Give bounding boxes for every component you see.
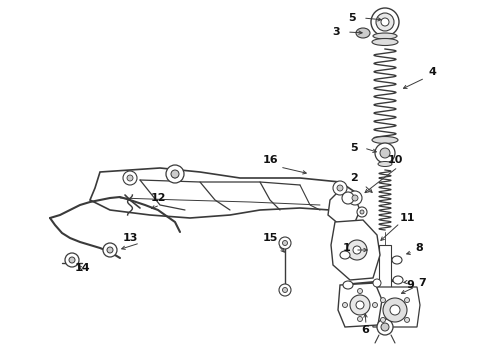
Text: 11: 11 bbox=[400, 213, 416, 223]
Text: 12: 12 bbox=[150, 193, 166, 203]
Circle shape bbox=[123, 171, 137, 185]
Circle shape bbox=[380, 318, 386, 323]
Circle shape bbox=[127, 175, 133, 181]
Text: 5: 5 bbox=[348, 13, 356, 23]
Text: 16: 16 bbox=[262, 155, 278, 165]
Text: 2: 2 bbox=[350, 173, 358, 183]
Circle shape bbox=[347, 240, 367, 260]
Text: 10: 10 bbox=[387, 155, 403, 165]
Ellipse shape bbox=[356, 28, 370, 38]
Circle shape bbox=[373, 279, 381, 287]
Circle shape bbox=[372, 302, 377, 307]
Circle shape bbox=[405, 298, 410, 303]
Text: 14: 14 bbox=[74, 263, 90, 273]
Circle shape bbox=[353, 246, 361, 254]
Circle shape bbox=[380, 298, 386, 303]
Circle shape bbox=[172, 172, 178, 178]
Text: 7: 7 bbox=[418, 278, 426, 288]
Circle shape bbox=[279, 284, 291, 296]
Circle shape bbox=[65, 253, 79, 267]
Circle shape bbox=[360, 210, 364, 214]
Text: 4: 4 bbox=[428, 67, 436, 77]
Circle shape bbox=[168, 168, 182, 182]
Ellipse shape bbox=[378, 162, 392, 166]
Ellipse shape bbox=[340, 251, 350, 259]
Circle shape bbox=[69, 257, 75, 263]
Circle shape bbox=[405, 318, 410, 323]
Text: 9: 9 bbox=[406, 280, 414, 290]
FancyBboxPatch shape bbox=[379, 245, 391, 313]
Circle shape bbox=[348, 191, 362, 205]
Ellipse shape bbox=[393, 276, 403, 284]
Circle shape bbox=[283, 288, 288, 292]
Circle shape bbox=[390, 305, 400, 315]
Circle shape bbox=[166, 165, 184, 183]
Circle shape bbox=[103, 243, 117, 257]
Circle shape bbox=[107, 247, 113, 253]
Text: 1: 1 bbox=[342, 243, 350, 253]
Circle shape bbox=[350, 295, 370, 315]
Polygon shape bbox=[328, 190, 360, 225]
Circle shape bbox=[381, 18, 389, 26]
Circle shape bbox=[376, 13, 394, 31]
Circle shape bbox=[357, 207, 367, 217]
Polygon shape bbox=[338, 283, 382, 327]
Ellipse shape bbox=[392, 256, 402, 264]
Text: 5: 5 bbox=[350, 143, 358, 153]
Polygon shape bbox=[331, 220, 380, 280]
Circle shape bbox=[377, 319, 393, 335]
Ellipse shape bbox=[343, 281, 353, 289]
Text: 13: 13 bbox=[122, 233, 138, 243]
Text: 8: 8 bbox=[415, 243, 423, 253]
Text: 15: 15 bbox=[262, 233, 278, 243]
Circle shape bbox=[358, 288, 363, 293]
Polygon shape bbox=[370, 287, 420, 327]
Ellipse shape bbox=[372, 39, 398, 45]
Ellipse shape bbox=[373, 33, 397, 39]
Circle shape bbox=[358, 316, 363, 321]
Circle shape bbox=[337, 185, 343, 191]
Circle shape bbox=[342, 192, 354, 204]
Text: 3: 3 bbox=[332, 27, 340, 37]
Circle shape bbox=[381, 323, 389, 331]
Circle shape bbox=[371, 8, 399, 36]
Circle shape bbox=[356, 301, 364, 309]
Circle shape bbox=[375, 143, 395, 163]
Text: 6: 6 bbox=[361, 325, 369, 335]
Ellipse shape bbox=[372, 136, 398, 144]
Polygon shape bbox=[90, 168, 355, 218]
Circle shape bbox=[171, 170, 179, 178]
Circle shape bbox=[383, 298, 407, 322]
Circle shape bbox=[380, 148, 390, 158]
Circle shape bbox=[279, 237, 291, 249]
Circle shape bbox=[333, 181, 347, 195]
Circle shape bbox=[352, 195, 358, 201]
Circle shape bbox=[343, 302, 347, 307]
Circle shape bbox=[283, 240, 288, 246]
